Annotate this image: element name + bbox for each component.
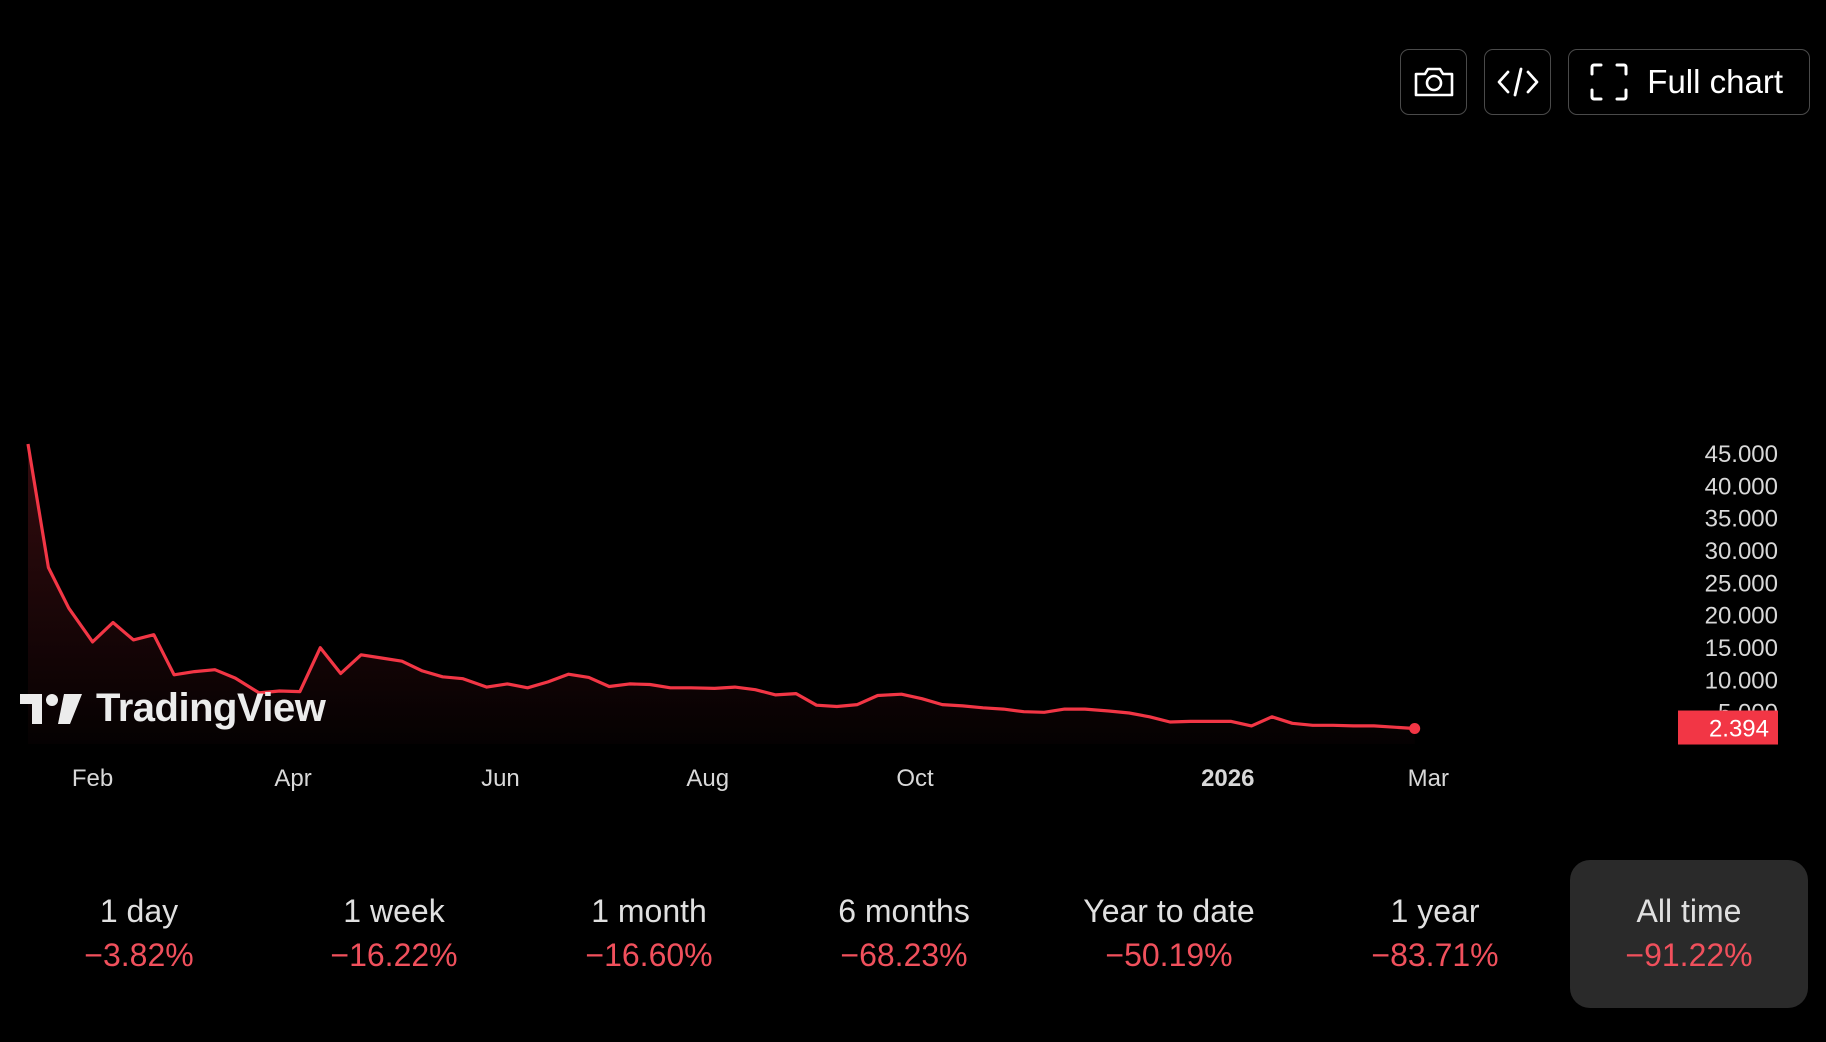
period-label: 1 day xyxy=(99,892,179,929)
price-line xyxy=(26,443,1415,731)
y-tick-label: 45.000 xyxy=(1705,441,1778,468)
period-change: −91.22% xyxy=(1625,936,1753,973)
period-change: −16.60% xyxy=(585,936,713,973)
logo-text: TradingView xyxy=(96,686,326,730)
x-tick-label: Oct xyxy=(896,765,934,792)
y-tick-label: 15.000 xyxy=(1705,635,1778,662)
tradingview-mark-icon xyxy=(20,693,82,724)
y-tick-label: 40.000 xyxy=(1705,473,1778,500)
period-selector: 1 day −3.82% 1 week −16.22% 1 month −16.… xyxy=(0,860,1826,1008)
period-change: −16.22% xyxy=(330,936,458,973)
period-year-to-date[interactable]: Year to date −50.19% xyxy=(1050,860,1288,1008)
full-chart-label: Full chart xyxy=(1647,63,1783,100)
period-change: −3.82% xyxy=(84,936,194,973)
price-chart[interactable]: 45.000 40.000 35.000 30.000 25.000 20.000 15.0… xyxy=(0,0,1826,800)
code-icon xyxy=(1497,67,1539,97)
y-tick-label: 10.000 xyxy=(1705,667,1778,694)
y-tick-label: 25.000 xyxy=(1705,570,1778,597)
x-tick-label: Apr xyxy=(274,765,311,792)
x-tick-label: Feb xyxy=(72,765,113,792)
period-label: Year to date xyxy=(1083,892,1255,929)
chart-toolbar: Full chart xyxy=(1400,49,1810,115)
period-change: −50.19% xyxy=(1105,936,1233,973)
full-chart-button[interactable]: Full chart xyxy=(1568,49,1810,115)
y-tick-label: 30.000 xyxy=(1705,538,1778,565)
period-label: 6 months xyxy=(838,892,970,929)
x-tick-label: Mar xyxy=(1408,765,1449,792)
area-fill xyxy=(28,444,1415,744)
x-tick-label: 2026 xyxy=(1201,765,1254,792)
period-change: −83.71% xyxy=(1371,936,1499,973)
snapshot-button[interactable] xyxy=(1400,49,1468,115)
tradingview-logo[interactable]: TradingView xyxy=(20,686,326,731)
last-price-dot xyxy=(1409,723,1421,735)
y-tick-label: 20.000 xyxy=(1705,603,1778,630)
period-1-month[interactable]: 1 month −16.60% xyxy=(530,860,768,1008)
y-tick-label: 35.000 xyxy=(1705,506,1778,533)
last-price-label: 2.394 xyxy=(1709,716,1769,743)
last-price-badge xyxy=(1678,710,1778,745)
period-1-day[interactable]: 1 day −3.82% xyxy=(20,860,258,1008)
period-label: 1 week xyxy=(343,892,445,929)
fullscreen-icon xyxy=(1590,63,1628,101)
period-1-year[interactable]: 1 year −83.71% xyxy=(1316,860,1554,1008)
x-tick-label: Aug xyxy=(686,765,729,792)
period-6-months[interactable]: 6 months −68.23% xyxy=(785,860,1023,1008)
period-change: −68.23% xyxy=(840,936,968,973)
embed-button[interactable] xyxy=(1484,49,1552,115)
period-label: All time xyxy=(1636,892,1742,929)
camera-icon xyxy=(1414,67,1454,97)
period-1-week[interactable]: 1 week −16.22% xyxy=(275,860,513,1008)
period-all-time[interactable]: All time −91.22% xyxy=(1570,860,1808,1008)
x-tick-label: Jun xyxy=(481,765,520,792)
period-label: 1 month xyxy=(591,892,707,929)
period-label: 1 year xyxy=(1390,892,1480,929)
